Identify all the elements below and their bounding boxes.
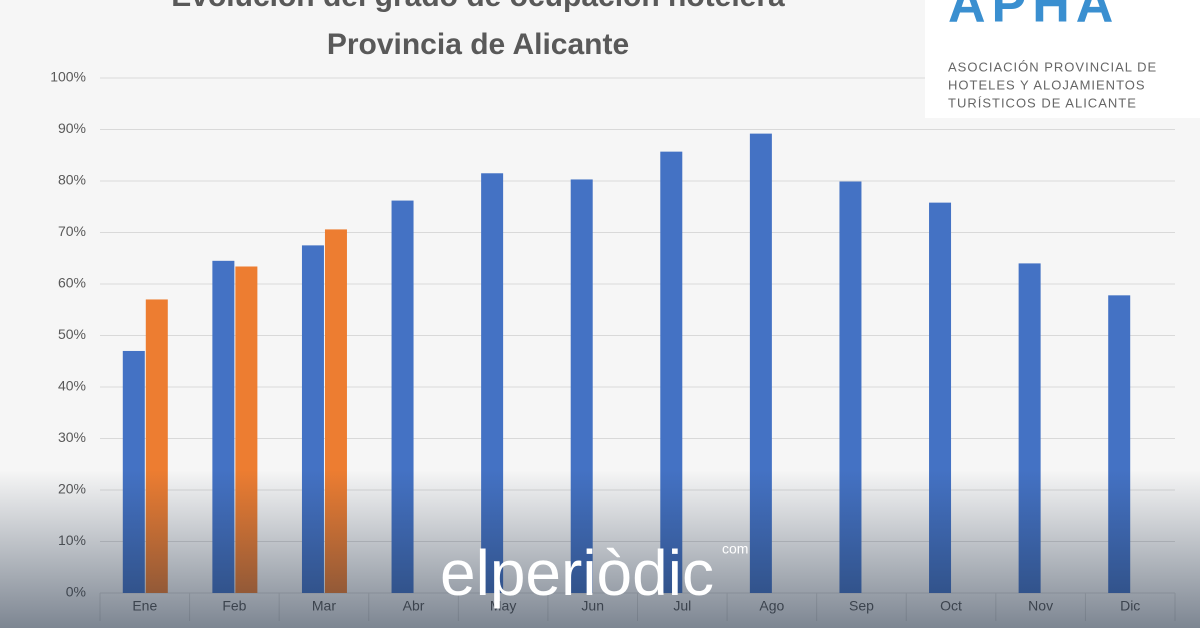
chart-title: Evolución del grado de ocupación hoteler… <box>171 0 785 13</box>
y-tick-label: 70% <box>58 223 86 239</box>
chart-subtitle: Provincia de Alicante <box>327 28 629 61</box>
logo-line: ASOCIACIÓN PROVINCIAL DE <box>948 59 1157 74</box>
photo-shade <box>0 470 1200 628</box>
y-tick-label: 40% <box>58 378 86 394</box>
logo-name: APHA <box>948 0 1119 34</box>
watermark-suffix: com <box>722 541 748 557</box>
logo-background <box>925 0 1200 118</box>
y-tick-label: 100% <box>50 69 86 85</box>
logo-line: TURÍSTICOS DE ALICANTE <box>948 95 1137 110</box>
y-tick-label: 60% <box>58 275 86 291</box>
y-tick-label: 30% <box>58 429 86 445</box>
logo-line: HOTELES Y ALOJAMIENTOS <box>948 77 1146 92</box>
y-tick-label: 50% <box>58 326 86 342</box>
watermark: elperiòdic <box>440 537 714 609</box>
y-tick-label: 80% <box>58 172 86 188</box>
y-tick-label: 90% <box>58 120 86 136</box>
